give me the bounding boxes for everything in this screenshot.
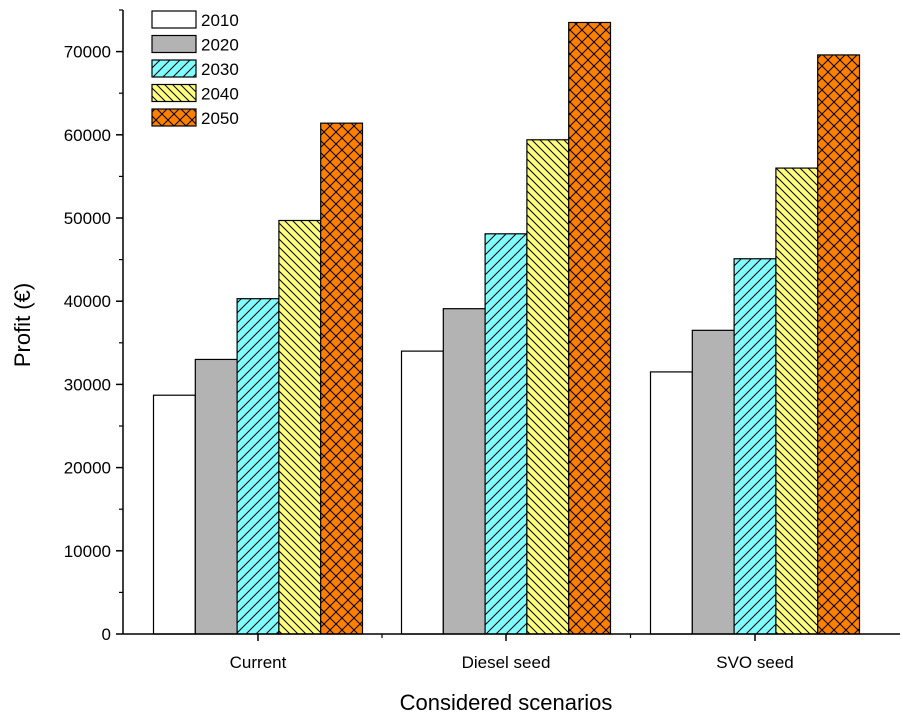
bar-pattern	[734, 258, 776, 634]
legend-item-2010: 2010	[151, 10, 239, 30]
bar-fill	[195, 359, 238, 634]
bar-diesel-seed-2020	[442, 308, 486, 635]
legend-swatch-outline	[151, 83, 197, 103]
bar-fill	[401, 351, 444, 634]
bar-fill	[443, 308, 486, 634]
y-tick-label: 0	[102, 625, 111, 644]
legend-item-2040: 2040	[151, 83, 239, 104]
bar-fill	[692, 330, 735, 634]
legend-swatch	[152, 11, 196, 28]
legend-label: 2020	[201, 36, 239, 55]
x-axis-title: Considered scenarios	[400, 690, 613, 715]
y-tick-label: 20000	[64, 459, 111, 478]
legend: 2010 2020 2030 2040 2050	[151, 10, 239, 128]
legend-swatch-pattern	[152, 60, 196, 77]
legend-label: 2010	[201, 11, 239, 30]
legend-label: 2040	[201, 85, 239, 104]
bar-current-2040	[278, 219, 322, 635]
bar-pattern	[278, 220, 321, 634]
legend-swatch-outline	[151, 10, 197, 29]
legend-swatch	[152, 35, 196, 53]
axes-layer: 0 10000 20000 30000 40000 50000 60000 70000 Curr…	[64, 9, 900, 672]
legend-item-2030: 2030	[151, 59, 239, 79]
y-tick-label: 60000	[64, 126, 111, 145]
y-axis-title: Profit (€)	[10, 283, 35, 367]
bar-diesel-seed-2030	[484, 233, 528, 635]
y-tick-label: 50000	[64, 209, 111, 228]
bar-svo-seed-2030	[733, 258, 777, 635]
bar-current-2030	[236, 298, 280, 635]
x-tick-label: SVO seed	[716, 653, 794, 672]
bar-diesel-seed-2050	[568, 21, 612, 635]
bar-current-2050	[320, 122, 364, 635]
bar-pattern	[237, 298, 279, 634]
bar-svo-seed-2040	[775, 167, 819, 635]
bar-pattern	[817, 54, 860, 635]
x-tick-label: Current	[230, 653, 287, 672]
y-tick-label: 30000	[64, 375, 111, 394]
bar-svo-seed-2050	[817, 54, 861, 635]
legend-item-2050: 2050	[151, 108, 239, 128]
y-tick-label: 70000	[64, 43, 111, 62]
legend-swatch-pattern	[152, 84, 196, 102]
bar-pattern	[526, 139, 569, 635]
bar-pattern	[775, 168, 818, 634]
legend-swatch-outline	[151, 59, 197, 78]
bar-current-2020	[194, 358, 238, 635]
legend-label: 2050	[201, 109, 239, 128]
bar-current-2010	[152, 394, 196, 635]
y-tick-label: 40000	[64, 292, 111, 311]
legend-swatch-pattern	[152, 109, 196, 126]
y-tick-label: 10000	[64, 542, 111, 561]
bar-diesel-seed-2010	[400, 350, 444, 635]
legend-swatch-outline	[151, 34, 197, 54]
bar-pattern	[568, 22, 611, 635]
legend-swatch-outline	[151, 108, 197, 127]
bar-diesel-seed-2040	[526, 139, 570, 635]
bar-fill	[650, 371, 693, 634]
bar-pattern	[485, 233, 527, 635]
bar-svo-seed-2010	[649, 371, 693, 635]
bars-layer	[152, 21, 861, 635]
bar-pattern	[320, 123, 363, 634]
legend-label: 2030	[201, 60, 239, 79]
legend-item-2020: 2020	[151, 34, 239, 55]
bar-fill	[153, 395, 196, 634]
x-tick-label: Diesel seed	[462, 653, 551, 672]
bar-svo-seed-2020	[691, 329, 735, 635]
